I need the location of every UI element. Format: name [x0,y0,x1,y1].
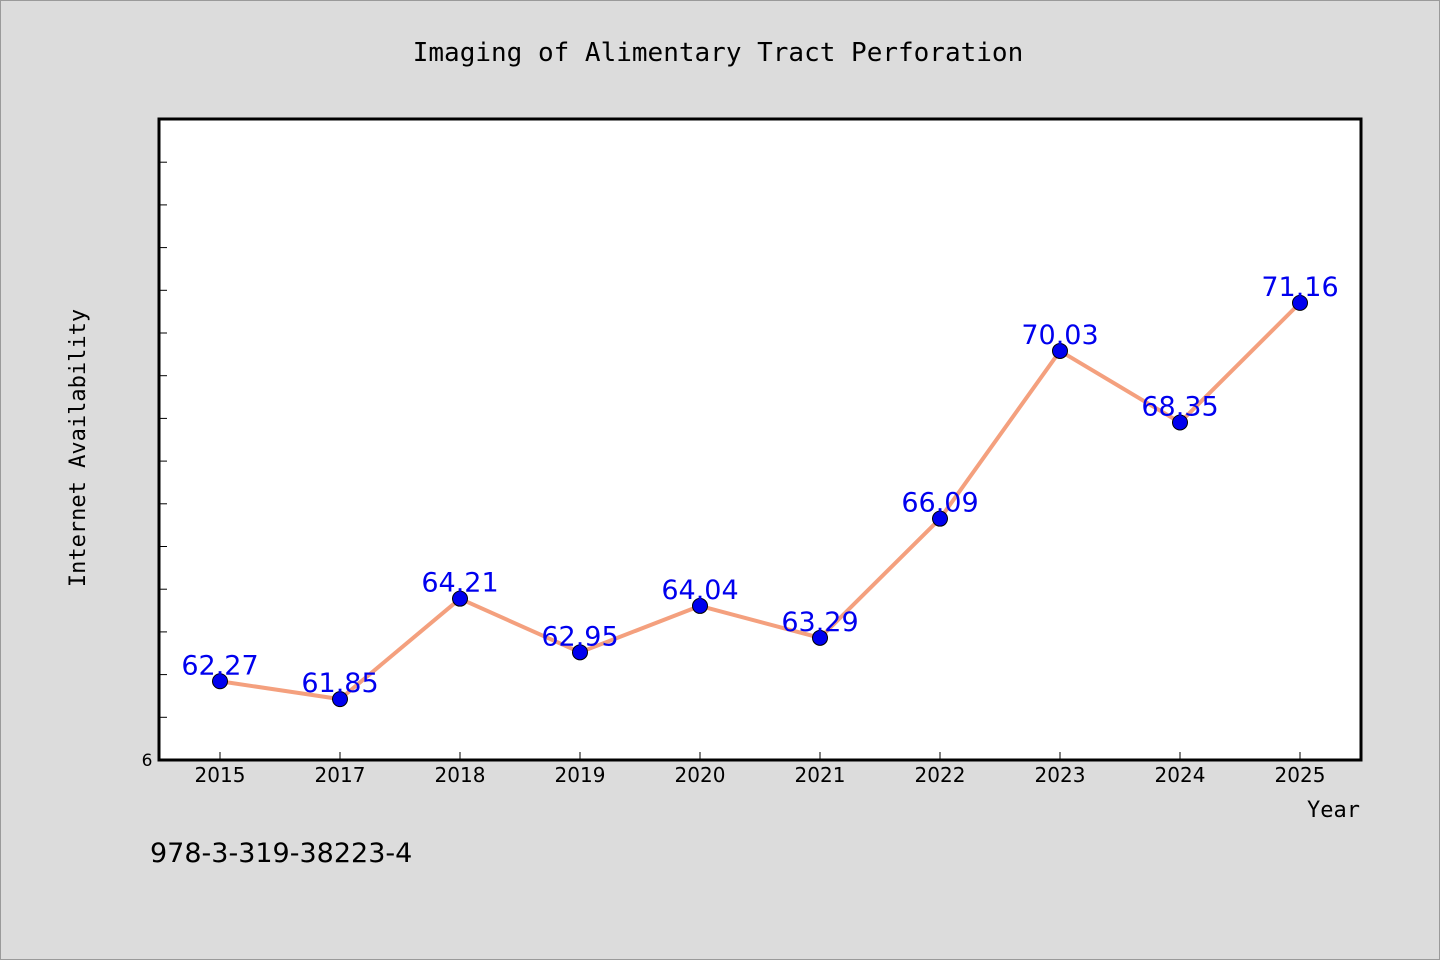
x-tick-label: 2025 [1275,763,1326,787]
data-label: 63.29 [781,607,858,638]
series-line [219,301,1302,702]
data-point [1172,414,1188,431]
x-tick-label: 2017 [315,763,366,787]
data-label: 64.21 [421,568,498,599]
x-tick-label: 2015 [195,763,246,787]
data-label: 62.95 [541,621,618,652]
isbn-footer: 978-3-319-38223-4 [150,838,412,869]
x-tick-label: 2020 [675,763,726,787]
data-point [212,673,228,690]
data-point [812,629,828,646]
data-point [332,691,348,708]
y-axis-label: Internet Availability [66,309,91,587]
data-label: 68.35 [1141,391,1218,422]
y-axis-ticks [159,161,167,718]
x-axis-label: Year [1307,798,1360,823]
x-tick-label: 2022 [915,763,966,787]
x-tick-label: 2023 [1035,763,1086,787]
x-tick-label: 2019 [555,763,606,787]
y-tick-label: 6 [142,751,153,771]
data-label: 66.09 [901,488,978,519]
data-label: 71.16 [1261,272,1338,303]
data-point [1292,294,1308,311]
x-tick-label: 2024 [1155,763,1206,787]
data-point [1052,342,1068,359]
data-label: 70.03 [1021,320,1098,351]
data-label: 61.85 [301,668,378,699]
x-tick-label: 2018 [435,763,486,787]
plot-area [157,117,1363,762]
data-point [572,644,588,661]
data-label: 62.27 [181,650,258,681]
data-point [452,590,468,607]
x-tick-label: 2021 [795,763,846,787]
data-point [692,597,708,614]
x-axis-ticks: 2015 2017 2018 2019 2020 2021 2022 2023 2024 2025 [195,752,1326,787]
data-label: 64.04 [661,575,738,606]
chart-title: Imaging of Alimentary Tract Perforation [413,38,1023,68]
data-point [932,510,948,527]
series-0: 62.27 61.85 64.21 62.95 64.04 63.29 66.09 70.03… [181,272,1339,708]
